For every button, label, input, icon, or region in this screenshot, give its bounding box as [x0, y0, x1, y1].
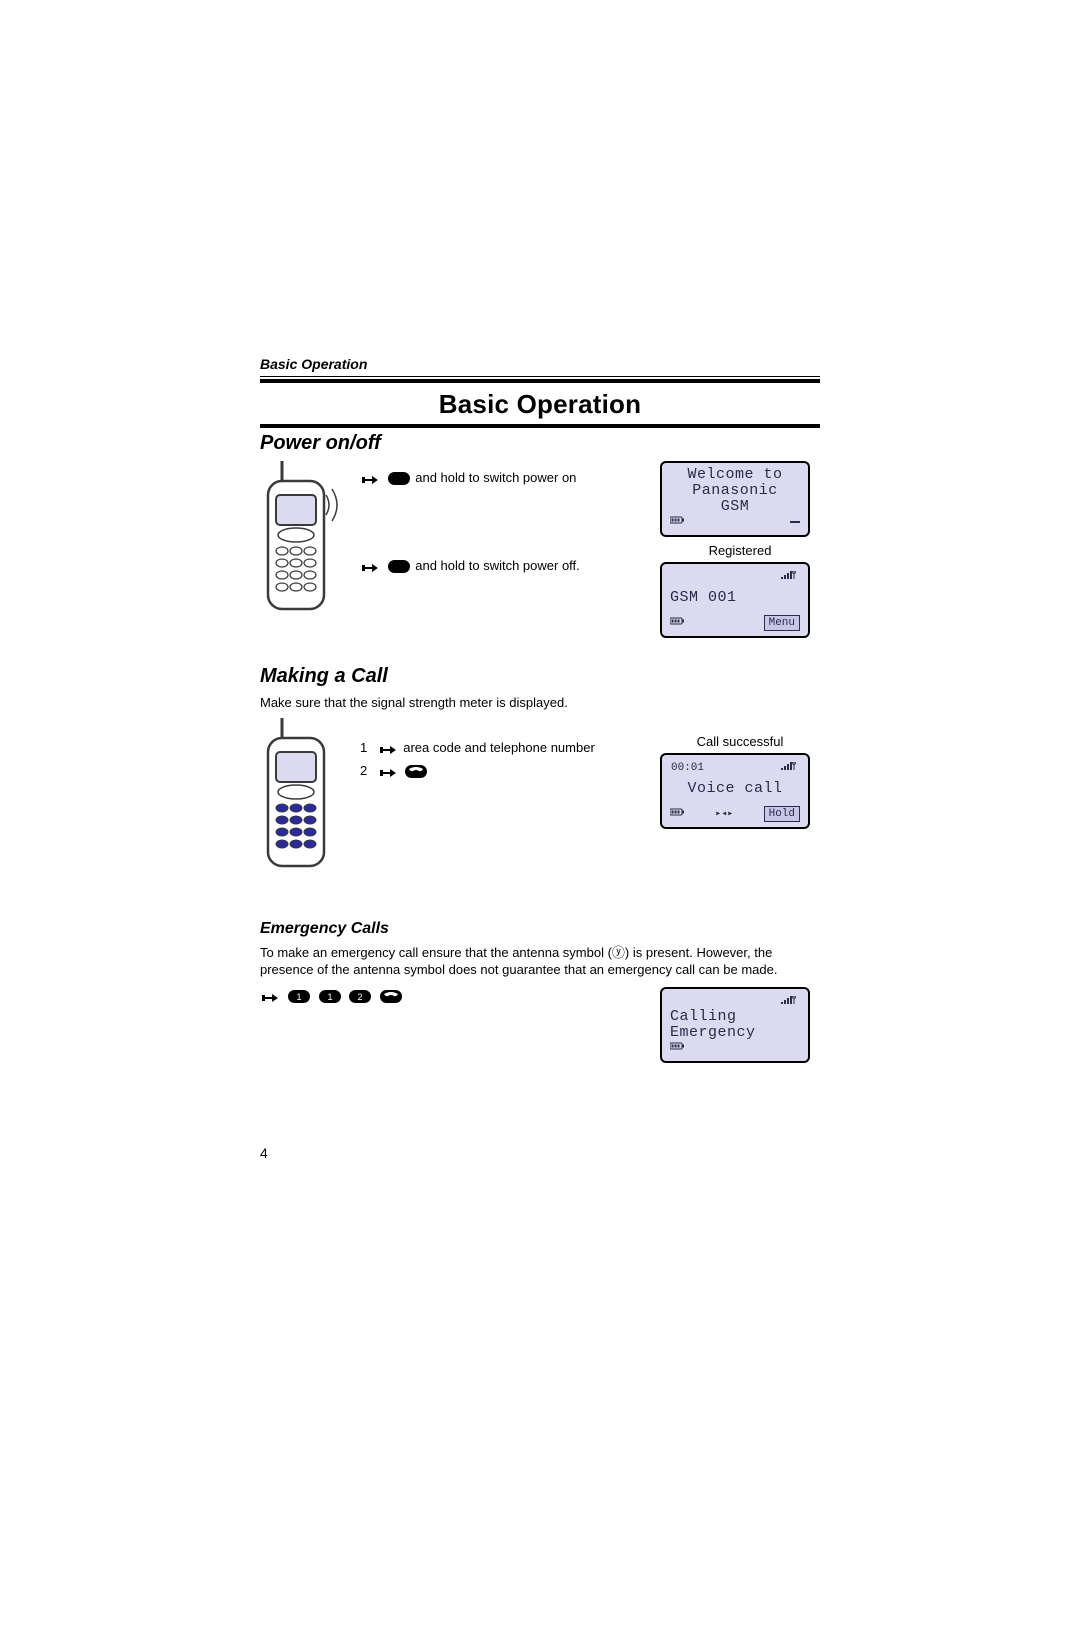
press-icon [362, 471, 380, 485]
heading-emergency: Emergency Calls [260, 920, 820, 938]
divider-thick [260, 424, 820, 428]
power-key-icon [388, 560, 410, 573]
page-title: Basic Operation [260, 389, 820, 420]
signal-icon [781, 762, 799, 774]
page-number: 4 [260, 1145, 820, 1161]
battery-icon [670, 1042, 685, 1054]
lcd-line: Voice call [666, 781, 804, 797]
arrow-icon: ▸◂▸ [715, 808, 733, 820]
section-emergency: 1 1 2 Calling Emergency [260, 987, 820, 1117]
heading-power: Power on/off [260, 432, 820, 455]
call-intro: Make sure that the signal strength meter… [260, 694, 820, 712]
lcd-line: Panasonic [666, 483, 804, 499]
lcd-line: GSM 001 [666, 590, 804, 606]
heading-call: Making a Call [260, 665, 820, 688]
power-off-text: and hold to switch power off. [415, 558, 580, 573]
manual-page: Basic Operation Basic Operation Power on… [260, 356, 820, 1161]
press-icon [362, 559, 380, 573]
step-number: 1 [360, 736, 374, 759]
power-on-text: and hold to switch power on [415, 470, 576, 485]
section-power: and hold to switch power on and hold to … [260, 461, 820, 661]
emergency-screens: Calling Emergency [660, 987, 820, 1063]
press-icon [262, 989, 280, 1003]
softkey-menu: Menu [764, 615, 800, 631]
key-1-icon: 1 [319, 990, 341, 1008]
divider-thin [260, 376, 820, 377]
phone-illustration [260, 718, 350, 883]
phone-illustration [260, 461, 350, 626]
label-registered: Registered [660, 543, 820, 558]
press-icon [380, 764, 398, 778]
lcd-emergency: Calling Emergency [660, 987, 810, 1063]
lcd-line: Welcome to [666, 467, 804, 483]
emergency-para: To make an emergency call ensure that th… [260, 944, 800, 979]
call-timer: 00:01 [671, 762, 704, 774]
section-call: 1 area code and telephone number 2 Call … [260, 718, 820, 908]
svg-text:1: 1 [327, 992, 332, 1002]
press-icon [380, 741, 398, 755]
lcd-registered: GSM 001 Menu [660, 562, 810, 638]
svg-text:2: 2 [358, 992, 363, 1002]
divider-thick [260, 379, 820, 383]
lcd-line: Calling [666, 1009, 804, 1025]
softkey [790, 521, 800, 523]
battery-icon [670, 617, 685, 629]
key-1-icon: 1 [288, 990, 310, 1008]
power-key-icon [388, 472, 410, 485]
power-screens: Welcome to Panasonic GSM Registered GSM … [660, 461, 820, 638]
lcd-welcome: Welcome to Panasonic GSM [660, 461, 810, 537]
power-instructions: and hold to switch power on and hold to … [360, 469, 620, 575]
call-screens: Call successful 00:01 Voice call ▸◂▸ Hol… [660, 728, 820, 829]
send-key-icon [405, 762, 427, 785]
step-text: area code and telephone number [403, 740, 595, 755]
signal-icon [781, 996, 799, 1008]
battery-icon [670, 516, 685, 528]
lcd-voice-call: 00:01 Voice call ▸◂▸ Hold [660, 753, 810, 829]
running-header: Basic Operation [260, 356, 820, 372]
battery-icon [670, 808, 685, 820]
svg-text:1: 1 [297, 992, 302, 1002]
send-key-icon [380, 990, 402, 1008]
softkey-hold: Hold [764, 806, 800, 822]
call-steps: 1 area code and telephone number 2 [360, 736, 620, 786]
label-call-success: Call successful [660, 734, 820, 749]
step-number: 2 [360, 759, 374, 782]
key-2-icon: 2 [349, 990, 371, 1008]
signal-icon [781, 571, 799, 583]
